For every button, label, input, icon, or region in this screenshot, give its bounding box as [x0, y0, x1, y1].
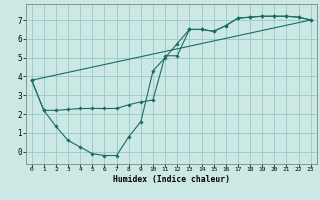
X-axis label: Humidex (Indice chaleur): Humidex (Indice chaleur) — [113, 175, 230, 184]
